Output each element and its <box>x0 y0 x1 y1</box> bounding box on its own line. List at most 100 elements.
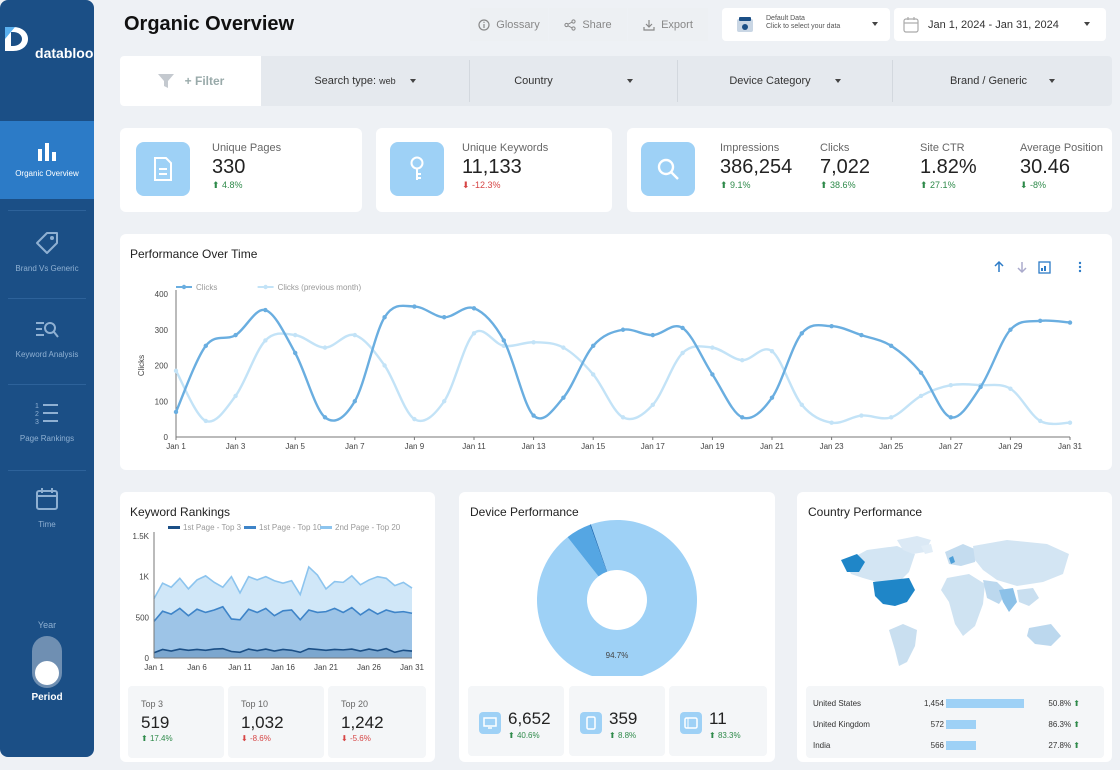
chart-settings-icon[interactable] <box>1038 260 1052 274</box>
data-point <box>1038 418 1043 424</box>
data-point <box>1038 318 1043 324</box>
x-tick-label: Jan 27 <box>939 442 964 451</box>
legend-marker <box>263 284 268 290</box>
data-point <box>352 332 357 338</box>
data-point <box>442 315 447 320</box>
sidebar-item-brand-vs-generic[interactable]: Brand Vs Generic <box>0 212 94 290</box>
share-icon <box>564 18 576 31</box>
country-value: 566 <box>930 741 944 750</box>
table-row[interactable]: United States 1,454 50.8% ⬆ <box>806 693 1104 713</box>
period-toggle[interactable] <box>32 636 62 688</box>
toggle-knob[interactable] <box>35 661 59 685</box>
x-tick-label: Jan 1 <box>166 442 186 451</box>
box-delta-value: -8.6% <box>249 734 271 743</box>
share-button[interactable]: Share <box>549 8 627 41</box>
data-point <box>561 395 566 400</box>
sidebar-divider <box>8 384 86 385</box>
kpi-card-unique-pages: Unique Pages 330 ⬆ 4.8% <box>120 128 362 212</box>
kpi-delta: ⬇ -12.3% <box>462 180 501 190</box>
brand[interactable]: databloo <box>0 24 94 63</box>
sidebar-item-time[interactable]: Time <box>0 472 94 550</box>
glossary-label: Glossary <box>496 18 540 31</box>
data-point <box>382 315 387 320</box>
kpi-value: 30.46 <box>1020 156 1071 178</box>
country-name: United Kingdom <box>813 720 870 729</box>
data-point <box>591 343 596 349</box>
x-tick-label: Jan 7 <box>345 442 365 451</box>
data-point <box>918 393 924 399</box>
chevron-down-icon <box>1049 79 1056 83</box>
device-value: 11 <box>709 709 727 728</box>
kpi-value: 330 <box>212 156 246 178</box>
kpi-label: Unique Pages <box>212 142 282 154</box>
x-tick-label: Jan 29 <box>998 442 1023 451</box>
donut-slice-tablet <box>589 524 608 572</box>
data-point <box>799 402 804 408</box>
box-delta-value: -5.6% <box>349 734 371 743</box>
data-point <box>1008 327 1013 332</box>
sort-ascending-icon[interactable] <box>992 260 1006 274</box>
page-title: Organic Overview <box>124 13 295 35</box>
data-point <box>322 415 328 420</box>
data-point <box>263 338 268 343</box>
arrow-up-icon: ⬆ <box>1073 699 1080 708</box>
sort-descending-icon[interactable] <box>1015 260 1029 274</box>
table-row[interactable]: India 566 27.8% ⬆ <box>806 735 1104 755</box>
keyword-box-top20: Top 20 1,242 ⬇ -5.6% <box>328 686 426 758</box>
world-map[interactable] <box>837 532 1077 672</box>
mobile-icon <box>580 712 602 734</box>
country-value: 572 <box>930 720 944 729</box>
data-point <box>650 332 655 338</box>
period-toggle-group: Year Period <box>0 620 94 703</box>
date-range-picker[interactable]: Jan 1, 2024 - Jan 31, 2024 <box>894 8 1106 41</box>
y-tick-label: 1.5K <box>133 532 150 541</box>
series-line-clicks-previous-month <box>174 329 1071 426</box>
section-title: Keyword Rankings <box>130 505 231 519</box>
box-delta: ⬆ 17.4% <box>141 734 173 743</box>
data-point <box>948 382 953 388</box>
country-pct: 86.3% ⬆ <box>1036 720 1080 729</box>
data-point <box>382 363 387 368</box>
brand-generic-dropdown[interactable]: Brand / Generic <box>893 56 1112 106</box>
country-dropdown[interactable]: Country <box>470 56 677 106</box>
device-delta: ⬆ 40.6% <box>508 731 540 740</box>
device-category-dropdown[interactable]: Device Category <box>678 56 892 106</box>
donut-slice-desktop <box>537 520 697 676</box>
kpi-label: Unique Keywords <box>462 142 549 154</box>
legend-swatch <box>320 526 332 529</box>
series-line <box>153 605 413 622</box>
sidebar-item-organic-overview[interactable]: Organic Overview <box>0 121 94 199</box>
kpi-value: 386,254 <box>720 156 793 178</box>
device-donut-chart: 94.7% <box>537 520 697 676</box>
arrow-up-icon: ⬆ <box>1073 741 1080 750</box>
glossary-button[interactable]: Glossary <box>470 8 548 41</box>
kpi-delta: ⬇ -8% <box>1020 180 1047 190</box>
data-source-selector[interactable]: Default Data Click to select your data <box>722 8 890 41</box>
data-point <box>650 402 655 408</box>
country-bar <box>946 741 976 750</box>
share-label: Share <box>582 18 612 31</box>
performance-over-time-card: Performance Over Time 0 100 200 300 400 Jan 1… <box>120 234 1112 470</box>
table-row[interactable]: United Kingdom 572 86.3% ⬆ <box>806 714 1104 734</box>
x-tick-label: Jan 21 <box>314 663 339 672</box>
add-filter-button[interactable]: + Filter <box>120 56 261 106</box>
document-icon <box>136 142 190 196</box>
x-tick-label: Jan 3 <box>226 442 246 451</box>
search-type-dropdown[interactable]: Search type: web <box>261 56 469 106</box>
sidebar-item-keyword-analysis[interactable]: Keyword Analysis <box>0 300 94 378</box>
data-point <box>1067 320 1073 325</box>
more-options-icon[interactable] <box>1073 260 1087 274</box>
device-box-tablet: 11 ⬆ 83.3% <box>669 686 767 756</box>
x-tick-label: Jan 19 <box>700 442 725 451</box>
keyword-box-top3: Top 3 519 ⬆ 17.4% <box>128 686 224 758</box>
data-point <box>799 331 804 336</box>
section-title: Device Performance <box>470 505 579 519</box>
slice-label: 94.7% <box>606 651 629 660</box>
country-name: India <box>813 741 831 750</box>
data-point <box>531 340 536 345</box>
export-button[interactable]: Export <box>628 8 708 41</box>
data-point <box>471 331 477 336</box>
chevron-down-icon <box>1084 22 1090 26</box>
kpi-card-search-performance: Impressions 386,254 ⬆ 9.1% Clicks 7,022 … <box>627 128 1112 212</box>
